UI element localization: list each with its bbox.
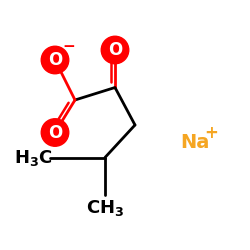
Text: Na: Na xyxy=(180,133,210,152)
Text: O: O xyxy=(48,51,62,69)
Text: −: − xyxy=(62,39,75,54)
Circle shape xyxy=(101,36,129,64)
Text: $\mathregular{H_3C}$: $\mathregular{H_3C}$ xyxy=(14,148,52,168)
Text: O: O xyxy=(108,41,122,59)
Circle shape xyxy=(41,119,69,146)
Text: $\mathregular{CH_3}$: $\mathregular{CH_3}$ xyxy=(86,198,124,218)
Circle shape xyxy=(41,46,69,74)
Text: +: + xyxy=(204,124,218,142)
Text: O: O xyxy=(48,124,62,142)
